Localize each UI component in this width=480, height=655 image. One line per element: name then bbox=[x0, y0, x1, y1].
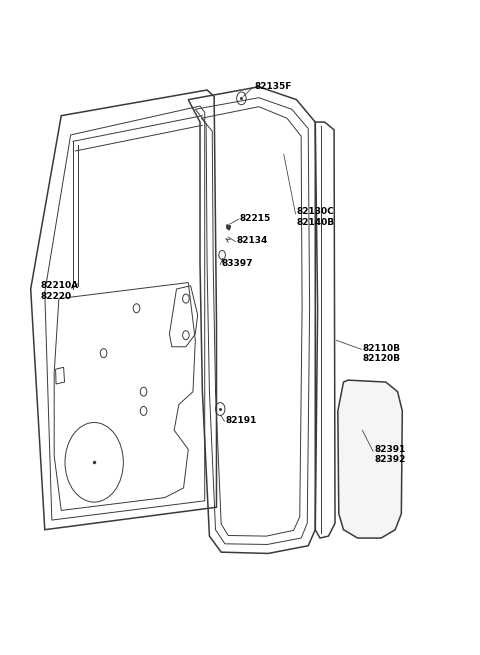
Text: 82120B: 82120B bbox=[362, 354, 400, 363]
Text: 82215: 82215 bbox=[240, 214, 271, 223]
Text: 82220: 82220 bbox=[40, 291, 71, 301]
Text: 82391: 82391 bbox=[374, 445, 406, 454]
Text: 82191: 82191 bbox=[226, 416, 257, 425]
Text: 82134: 82134 bbox=[236, 236, 268, 246]
Text: 82130C: 82130C bbox=[297, 208, 334, 216]
Text: 82110B: 82110B bbox=[362, 343, 400, 352]
Polygon shape bbox=[338, 380, 402, 538]
Text: 83397: 83397 bbox=[221, 259, 252, 268]
Text: 82135F: 82135F bbox=[254, 83, 291, 91]
Text: 82140B: 82140B bbox=[297, 217, 335, 227]
Text: 82210A: 82210A bbox=[40, 281, 78, 290]
Text: 82392: 82392 bbox=[374, 455, 406, 464]
Polygon shape bbox=[227, 225, 230, 230]
